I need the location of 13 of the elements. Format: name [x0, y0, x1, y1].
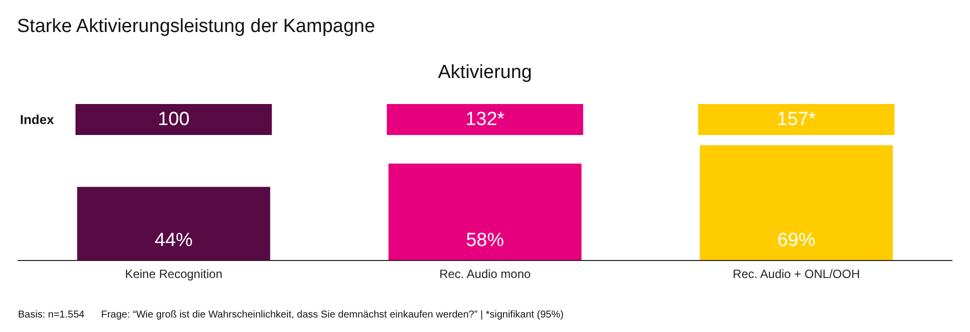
chart-title: Starke Aktivierungsleistung der Kampagne	[17, 16, 376, 37]
x-tick-label: Rec. Audio mono	[439, 267, 532, 281]
text: Basis: n=1.554 Frage: “Wie groß ist die Wahrscheinlichkeit, dass Sie demnächst einkaufen werden?” | *signifikant (95%)	[18, 310, 564, 320]
data-label: 58%	[466, 230, 504, 251]
data-label: 69%	[777, 230, 816, 251]
text: 157*	[776, 109, 816, 130]
data-label: 44%	[154, 230, 193, 251]
text: Index	[20, 112, 55, 127]
chart-subtitle: Aktivierung	[438, 62, 532, 83]
text: 100	[158, 109, 190, 130]
x-tick-label: Rec. Audio + ONL/OOH	[732, 267, 860, 281]
x-tick-label: Keine Recognition	[124, 267, 222, 281]
text: 132*	[465, 109, 506, 130]
